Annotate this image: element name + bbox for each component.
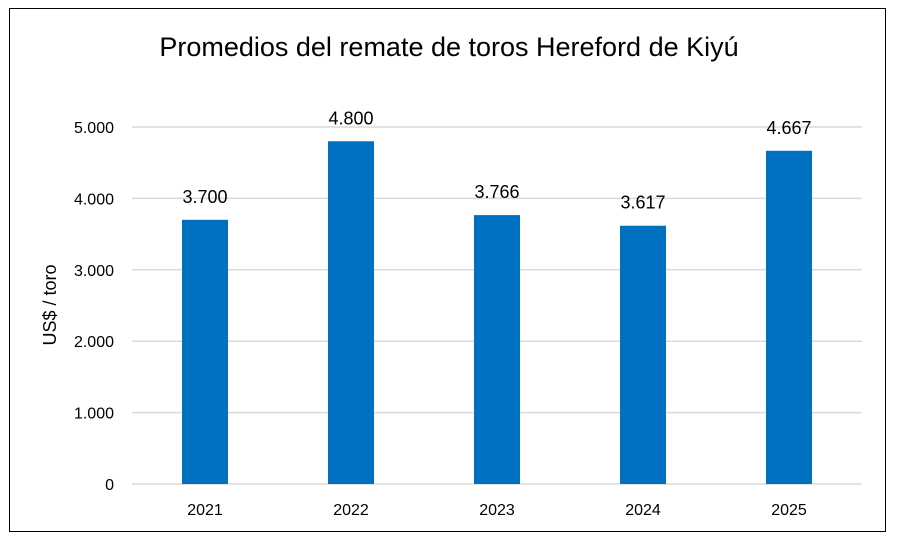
x-tick-label: 2024	[625, 502, 661, 519]
y-tick-labels: 0 1.000 2.000 3.000 4.000 5.000	[74, 120, 114, 494]
x-tick-label: 2023	[479, 502, 515, 519]
chart-title: Promedios del remate de toros Hereford d…	[159, 32, 738, 62]
bar-2022	[328, 141, 374, 484]
bar-2021	[182, 219, 228, 484]
bars	[182, 141, 812, 485]
y-tick-label: 5.000	[74, 120, 114, 137]
y-tick-label: 0	[105, 477, 114, 494]
x-tick-labels: 2021 2022 2023 2024 2025	[187, 502, 807, 519]
y-tick-label: 1.000	[74, 406, 114, 423]
gridlines	[132, 126, 862, 485]
data-label: 4.667	[766, 118, 811, 138]
bar-2023	[474, 215, 520, 484]
data-label: 3.617	[620, 193, 665, 213]
bar-2024	[620, 225, 666, 484]
y-tick-label: 3.000	[74, 263, 114, 280]
y-tick-label: 2.000	[74, 334, 114, 351]
x-tick-label: 2022	[333, 502, 369, 519]
data-label: 3.700	[182, 187, 227, 207]
data-label: 4.800	[328, 108, 373, 128]
x-tick-label: 2025	[771, 502, 807, 519]
y-axis-title: US$ / toro	[40, 264, 60, 345]
data-labels: 3.700 4.800 3.766 3.617 4.667	[182, 108, 811, 212]
x-tick-label: 2021	[187, 502, 223, 519]
bar-2025	[766, 150, 812, 485]
data-label: 3.766	[474, 182, 519, 202]
y-tick-label: 4.000	[74, 191, 114, 208]
